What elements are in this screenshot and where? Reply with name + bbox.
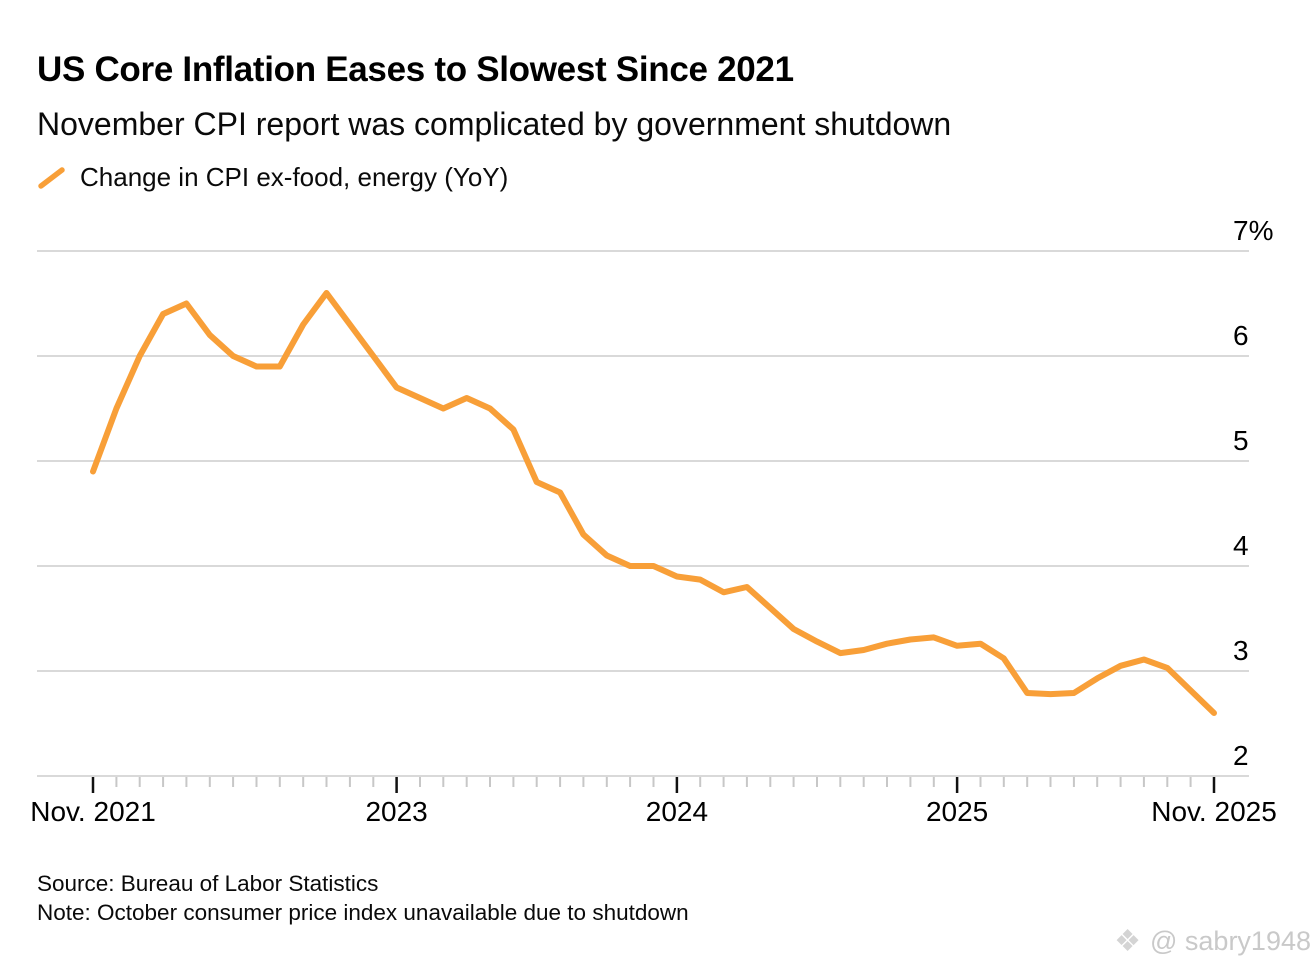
- y-axis-label: 7%: [1233, 215, 1273, 246]
- x-axis-label: 2024: [646, 796, 708, 827]
- legend: Change in CPI ex-food, energy (YoY): [37, 162, 508, 193]
- watermark-text: @ sabry1948: [1150, 926, 1311, 956]
- legend-label: Change in CPI ex-food, energy (YoY): [80, 162, 509, 192]
- x-axis-label: Nov. 2025: [1151, 796, 1277, 827]
- watermark: ❖ @ sabry1948: [1114, 926, 1311, 957]
- x-axis-label: Nov. 2021: [30, 796, 156, 827]
- x-axis-label: 2023: [365, 796, 427, 827]
- x-axis-label: 2025: [926, 796, 988, 827]
- watermark-diamond-icon: ❖: [1114, 924, 1141, 958]
- footer: Source: Bureau of Labor Statistics Note:…: [37, 869, 689, 927]
- shutdown-note: Note: October consumer price index unava…: [37, 900, 689, 925]
- y-axis-label: 2: [1233, 740, 1249, 771]
- chart-title: US Core Inflation Eases to Slowest Since…: [37, 50, 794, 89]
- y-axis-label: 5: [1233, 425, 1249, 456]
- chart-subtitle: November CPI report was complicated by g…: [37, 106, 952, 142]
- y-axis-label: 4: [1233, 530, 1249, 561]
- source-note: Source: Bureau of Labor Statistics: [37, 871, 379, 896]
- legend-slash-icon: [38, 166, 65, 189]
- y-axis-label: 6: [1233, 320, 1249, 351]
- y-axis-label: 3: [1233, 635, 1249, 666]
- cpi-line: [90, 290, 1217, 716]
